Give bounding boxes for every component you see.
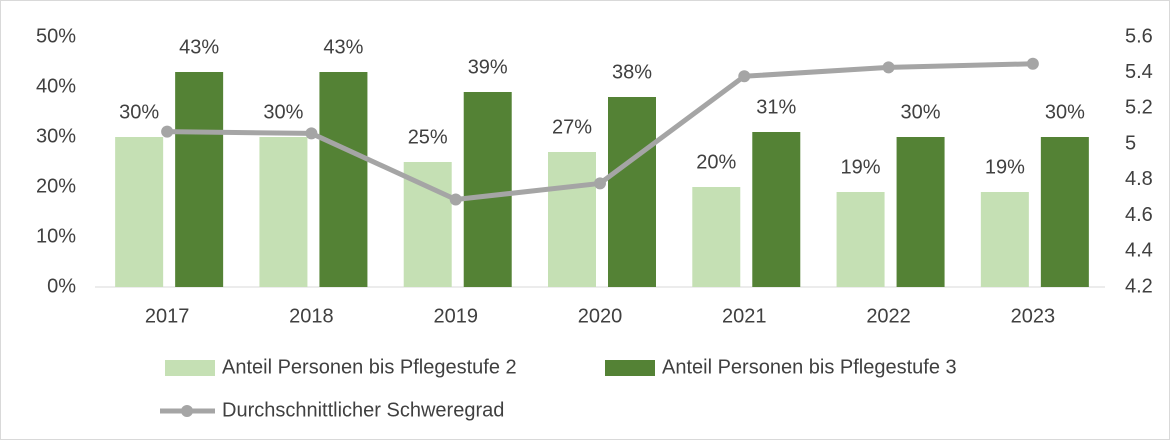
data-label: 27% <box>552 116 592 138</box>
bar <box>1040 137 1089 287</box>
data-label: 19% <box>985 156 1025 178</box>
data-label: 30% <box>1045 101 1085 123</box>
line-marker <box>882 61 895 74</box>
line-marker <box>449 193 462 206</box>
y-tick-label: 30% <box>36 125 76 147</box>
line-marker <box>738 70 751 83</box>
y-tick-label: 50% <box>36 25 76 47</box>
line-marker <box>1026 57 1039 70</box>
y-tick-label: 10% <box>36 225 76 247</box>
x-tick-label: 2020 <box>578 305 623 327</box>
y-tick-label: 0% <box>47 275 76 297</box>
data-label: 43% <box>179 36 219 58</box>
legend-swatch <box>605 360 655 376</box>
line-marker <box>305 127 318 140</box>
legend-label: Anteil Personen bis Pflegestufe 3 <box>662 356 957 378</box>
bar <box>319 72 368 287</box>
x-tick-label: 2023 <box>1011 305 1056 327</box>
bar <box>115 137 164 287</box>
data-label: 19% <box>841 156 881 178</box>
bar <box>403 162 452 287</box>
data-label: 25% <box>408 126 448 148</box>
line-marker <box>161 125 174 138</box>
y2-tick-label: 4.8 <box>1125 168 1153 190</box>
data-label: 20% <box>696 151 736 173</box>
data-label: 30% <box>119 101 159 123</box>
data-label: 30% <box>901 101 941 123</box>
bar <box>548 152 596 287</box>
data-label: 43% <box>323 36 363 58</box>
x-tick-label: 2018 <box>289 305 334 327</box>
y2-tick-label: 5.6 <box>1125 25 1153 47</box>
legend-swatch <box>165 360 215 376</box>
bar <box>980 192 1029 287</box>
bar <box>608 97 656 287</box>
x-tick-label: 2017 <box>145 305 190 327</box>
y2-tick-label: 4.2 <box>1125 275 1153 297</box>
x-tick-label: 2021 <box>722 305 767 327</box>
bar <box>836 192 885 287</box>
data-label: 31% <box>756 96 796 118</box>
y2-tick-label: 4.6 <box>1125 204 1153 226</box>
y-tick-label: 40% <box>36 75 76 97</box>
y2-tick-label: 4.4 <box>1125 240 1153 262</box>
x-tick-label: 2019 <box>433 305 478 327</box>
data-label: 39% <box>468 56 508 78</box>
y2-tick-label: 5.2 <box>1125 97 1153 119</box>
legend-marker <box>181 405 193 417</box>
bar <box>175 72 224 287</box>
legend-label: Durchschnittlicher Schweregrad <box>222 399 504 421</box>
bar <box>752 132 801 287</box>
y2-tick-label: 5.4 <box>1125 61 1153 83</box>
x-tick-label: 2022 <box>866 305 911 327</box>
data-label: 38% <box>612 61 652 83</box>
y2-tick-label: 5 <box>1125 132 1136 154</box>
legend-label: Anteil Personen bis Pflegestufe 2 <box>222 356 517 378</box>
bar <box>463 92 512 287</box>
data-label: 30% <box>263 101 303 123</box>
bar <box>896 137 945 287</box>
bar <box>259 137 308 287</box>
bar <box>692 187 741 287</box>
line-marker <box>594 177 606 190</box>
y-tick-label: 20% <box>36 175 76 197</box>
